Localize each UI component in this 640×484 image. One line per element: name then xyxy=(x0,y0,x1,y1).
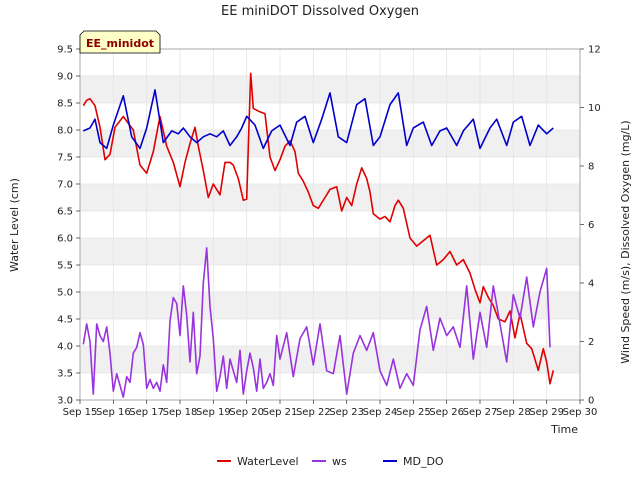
y-axis-right-label: Wind Speed (m/s), Dissolved Oxygen (mg/L… xyxy=(619,120,632,363)
y-left-tick-label: 6.5 xyxy=(57,207,73,218)
legend-label: MD_DO xyxy=(403,455,444,468)
x-tick-label: Sep 22 xyxy=(296,407,331,418)
background-band xyxy=(80,292,580,319)
y-left-tick-label: 8.0 xyxy=(57,126,73,137)
x-tick-label: Sep 28 xyxy=(496,407,531,418)
y-right-tick-label: 4 xyxy=(588,279,594,290)
x-tick-label: Sep 17 xyxy=(129,407,164,418)
x-tick-label: Sep 30 xyxy=(563,407,598,418)
x-tick-label: Sep 15 xyxy=(63,407,98,418)
x-tick-label: Sep 24 xyxy=(363,407,398,418)
y-left-tick-label: 3.0 xyxy=(57,396,73,407)
y-right-tick-label: 2 xyxy=(588,337,594,348)
legend-label: WaterLevel xyxy=(237,455,299,468)
y-right-tick-label: 0 xyxy=(588,396,594,407)
y-right-tick-label: 6 xyxy=(588,220,594,231)
y-right-tick-label: 8 xyxy=(588,162,594,173)
series-layer xyxy=(82,72,555,398)
background-band xyxy=(80,238,580,265)
x-tick-label: Sep 20 xyxy=(229,407,264,418)
background-band xyxy=(80,184,580,211)
x-tick-label: Sep 18 xyxy=(163,407,198,418)
legend: WaterLevel ws MD_DO xyxy=(217,455,444,468)
y-left-tick-label: 5.5 xyxy=(57,261,73,272)
y-left-tick-label: 3.5 xyxy=(57,369,73,380)
site-label: EE_minidot xyxy=(86,37,154,50)
y-left-tick-label: 9.5 xyxy=(57,45,73,56)
y-left-tick-label: 9.0 xyxy=(57,72,73,83)
x-tick-label: Sep 26 xyxy=(429,407,464,418)
y-left-tick-label: 8.5 xyxy=(57,99,73,110)
background-bands xyxy=(80,76,580,373)
x-tick-label: Sep 25 xyxy=(396,407,431,418)
y-axis-left-label: Water Level (cm) xyxy=(8,178,21,272)
y-right-tick-label: 12 xyxy=(588,45,601,56)
y-left-tick-label: 4.5 xyxy=(57,315,73,326)
background-band xyxy=(80,76,580,103)
x-axis-label: Time xyxy=(550,423,578,436)
x-tick-label: Sep 19 xyxy=(196,407,231,418)
chart-title: EE miniDOT Dissolved Oxygen xyxy=(221,4,419,19)
x-tick-label: Sep 27 xyxy=(463,407,498,418)
y-axis-right-ticks: 0 2 4 6 8 10 12 xyxy=(580,45,601,407)
y-left-tick-label: 5.0 xyxy=(57,288,73,299)
x-tick-label: Sep 29 xyxy=(529,407,564,418)
x-tick-label: Sep 23 xyxy=(329,407,364,418)
y-left-tick-label: 6.0 xyxy=(57,234,73,245)
y-left-tick-label: 4.0 xyxy=(57,342,73,353)
site-label-box: EE_minidot xyxy=(79,30,161,54)
y-left-tick-label: 7.0 xyxy=(57,180,73,191)
x-tick-label: Sep 16 xyxy=(96,407,131,418)
series-line-waterlevel xyxy=(82,72,555,385)
y-left-tick-label: 7.5 xyxy=(57,153,73,164)
legend-label: ws xyxy=(332,455,347,468)
y-right-tick-label: 10 xyxy=(588,103,601,114)
x-tick-label: Sep 21 xyxy=(263,407,298,418)
series-line-ws xyxy=(82,247,551,398)
series-line-md-do xyxy=(82,89,554,150)
y-axis-left-ticks: 3.0 3.5 4.0 4.5 5.0 5.5 6.0 6.5 7.0 7.5 8.0 8.5 9.0 9… xyxy=(57,45,80,407)
